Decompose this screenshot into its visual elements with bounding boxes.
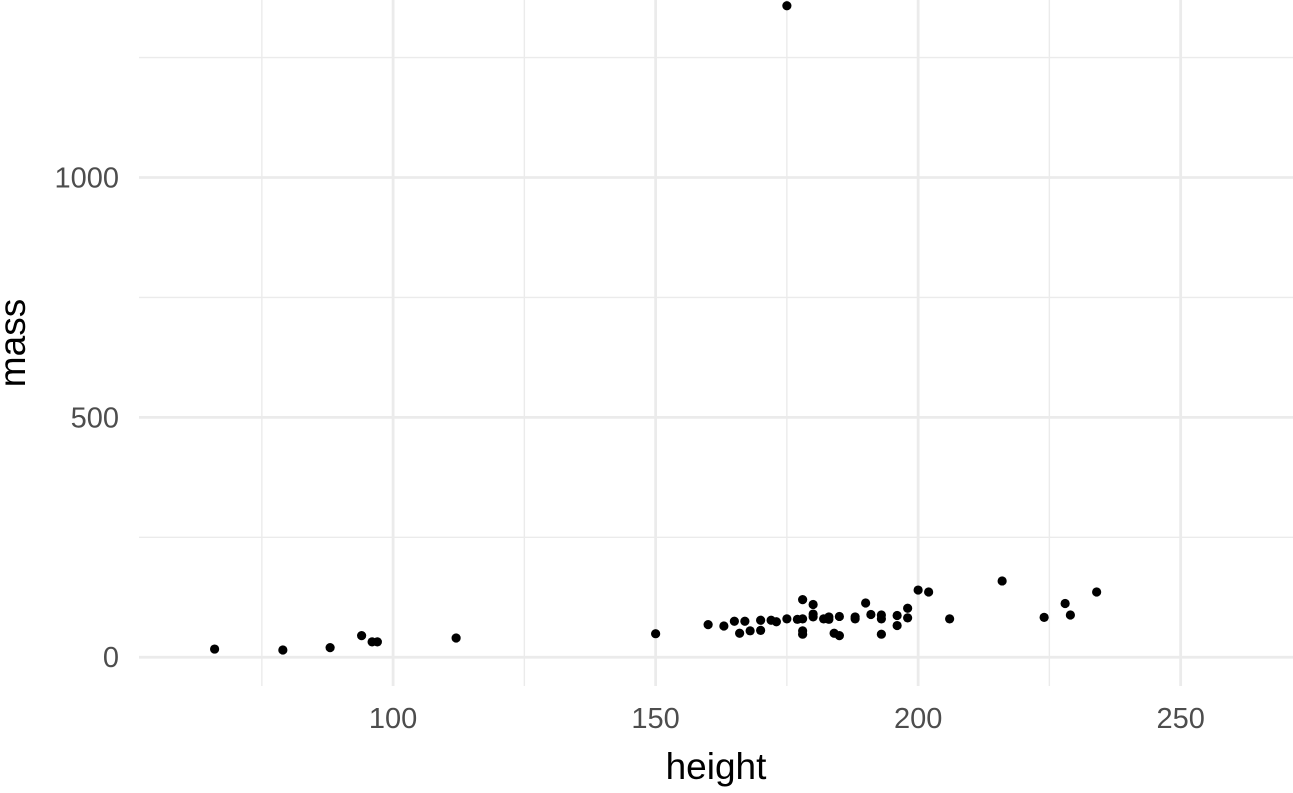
major-gridlines [139, 0, 1293, 686]
data-point [1065, 610, 1075, 620]
x-tick-label: 150 [631, 703, 679, 735]
data-point [651, 629, 661, 639]
data-point [834, 611, 844, 622]
data-point [892, 620, 902, 631]
data-point [1092, 587, 1102, 597]
data-point [735, 628, 745, 638]
data-point [703, 619, 713, 630]
data-point [357, 631, 367, 641]
data-point [325, 643, 335, 653]
data-point [756, 615, 766, 625]
data-point [210, 644, 220, 654]
data-point [798, 614, 808, 624]
data-point [824, 612, 834, 622]
data-point [771, 617, 781, 627]
data-point [892, 610, 902, 621]
data-points [210, 1, 1102, 655]
data-point [719, 621, 729, 631]
x-tick-label: 200 [894, 703, 942, 735]
data-point [729, 616, 739, 626]
x-tick-label: 250 [1156, 703, 1204, 735]
data-point [876, 629, 886, 639]
data-point [997, 576, 1007, 586]
data-point [903, 603, 913, 613]
y-tick-label: 0 [103, 642, 119, 674]
data-point [924, 587, 934, 597]
data-point [913, 585, 923, 595]
data-point [850, 612, 860, 622]
data-point [798, 595, 808, 605]
y-tick-label: 1000 [54, 162, 119, 194]
data-point [372, 637, 382, 647]
data-point [782, 614, 792, 624]
data-point [745, 626, 755, 636]
data-point [866, 609, 876, 620]
data-point [740, 616, 750, 626]
data-point [808, 599, 818, 610]
x-tick-label: 100 [369, 703, 417, 735]
x-axis-tick-labels: 100 150 200 250 [369, 703, 1205, 735]
data-point [278, 645, 288, 655]
data-point [834, 631, 844, 641]
data-point [782, 1, 792, 11]
data-point [876, 610, 886, 620]
data-point [451, 633, 461, 643]
minor-gridlines [139, 0, 1293, 686]
data-point [1039, 612, 1049, 623]
y-axis-tick-labels: 0 500 1000 [54, 162, 119, 674]
y-axis-title: mass [0, 299, 33, 387]
data-point [945, 614, 955, 624]
data-point [861, 598, 871, 608]
x-axis-title: height [666, 746, 768, 787]
data-point [903, 613, 913, 623]
data-point [798, 626, 808, 636]
data-point [1060, 598, 1070, 609]
data-point [808, 609, 818, 619]
data-point [756, 625, 766, 635]
y-tick-label: 500 [71, 402, 119, 434]
